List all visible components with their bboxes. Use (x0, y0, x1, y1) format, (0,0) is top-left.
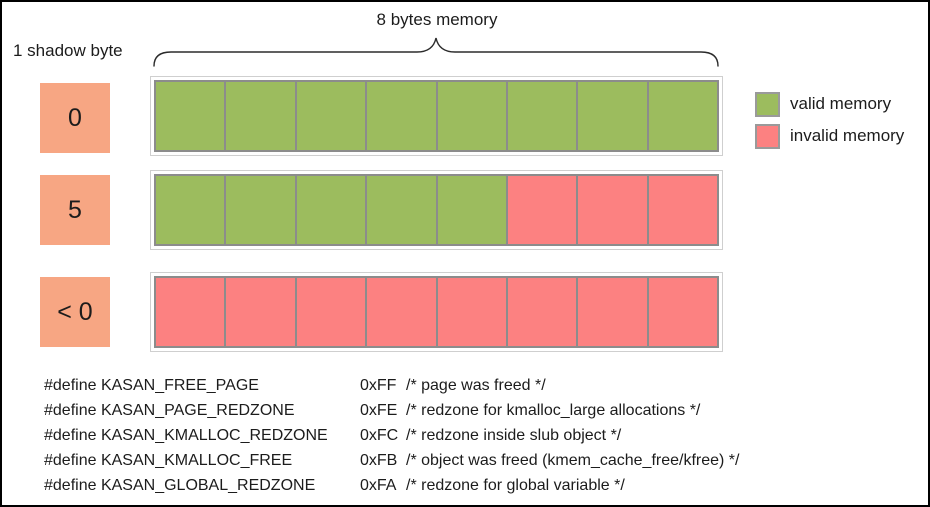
define-value: 0xFC (360, 426, 399, 444)
define-name: #define KASAN_PAGE_REDZONE (44, 402, 360, 420)
legend-swatch-invalid (755, 123, 780, 149)
memory-cell-valid (296, 176, 366, 244)
memory-cell-valid (156, 82, 225, 150)
define-value: 0xFE (360, 401, 398, 419)
memory-cell-invalid (226, 278, 295, 346)
define-comment: /* redzone inside slub object */ (406, 426, 622, 444)
define-name: #define KASAN_KMALLOC_REDZONE (44, 427, 360, 445)
define-line: #define KASAN_FREE_PAGE 0xFF/* page was f… (44, 373, 739, 398)
define-name: #define KASAN_FREE_PAGE (44, 377, 360, 395)
memory-cell-invalid (648, 176, 717, 244)
memory-cell-invalid (507, 278, 577, 346)
memory-bytes-label: 8 bytes memory (376, 10, 498, 29)
legend-item: valid memory (755, 88, 904, 120)
memory-cell-valid (296, 82, 366, 150)
memory-cell-valid (578, 82, 647, 150)
memory-cell-invalid (578, 176, 647, 244)
define-name: #define KASAN_KMALLOC_FREE (44, 452, 360, 470)
legend-swatch-valid (755, 91, 780, 117)
define-value: 0xFB (360, 451, 398, 469)
legend-item: invalid memory (755, 120, 904, 152)
define-macro: KASAN_KMALLOC_REDZONE (100, 426, 328, 444)
define-keyword: #define (44, 451, 97, 469)
defines-block: #define KASAN_FREE_PAGE 0xFF/* page was f… (44, 373, 739, 498)
memory-cell-invalid (156, 278, 225, 346)
memory-cell-invalid (507, 176, 577, 244)
memory-cell-invalid (367, 278, 436, 346)
define-comment: /* redzone for kmalloc_large allocations… (406, 401, 701, 419)
define-comment: /* page was freed */ (406, 376, 546, 394)
memory-row (154, 276, 719, 348)
memory-cell-valid (507, 82, 577, 150)
memory-cell-invalid (578, 278, 647, 346)
define-value: 0xFA (360, 476, 397, 494)
define-line: #define KASAN_KMALLOC_FREE 0xFB/* object … (44, 448, 739, 473)
brace-icon (153, 37, 719, 67)
memory-cell-valid (437, 176, 506, 244)
memory-row (154, 174, 719, 246)
define-macro: KASAN_KMALLOC_FREE (100, 451, 293, 469)
memory-cell-invalid (437, 278, 506, 346)
legend-label: invalid memory (790, 126, 905, 145)
memory-cell-valid (437, 82, 506, 150)
define-comment: /* redzone for global variable */ (406, 476, 625, 494)
memory-cell-valid (226, 82, 295, 150)
memory-cell-valid (648, 82, 717, 150)
define-keyword: #define (44, 401, 97, 419)
define-macro: KASAN_FREE_PAGE (100, 376, 259, 394)
memory-cell-valid (367, 82, 436, 150)
define-macro: KASAN_PAGE_REDZONE (100, 401, 295, 419)
define-line: #define KASAN_KMALLOC_REDZONE 0xFC/* redz… (44, 423, 739, 448)
define-keyword: #define (44, 426, 97, 444)
define-line: #define KASAN_PAGE_REDZONE 0xFE/* redzone… (44, 398, 739, 423)
define-macro: KASAN_GLOBAL_REDZONE (100, 476, 316, 494)
memory-row (154, 80, 719, 152)
memory-cell-invalid (296, 278, 366, 346)
shadow-byte-box: < 0 (40, 277, 110, 347)
define-comment: /* object was freed (kmem_cache_free/kfr… (406, 451, 740, 469)
define-keyword: #define (44, 376, 97, 394)
define-name: #define KASAN_GLOBAL_REDZONE (44, 477, 360, 495)
shadow-byte-label: 1 shadow byte (13, 41, 123, 60)
memory-cell-valid (226, 176, 295, 244)
legend-label: valid memory (790, 94, 892, 113)
define-keyword: #define (44, 476, 97, 494)
define-value: 0xFF (360, 376, 397, 394)
legend: valid memory invalid memory (755, 88, 904, 152)
memory-cell-invalid (648, 278, 717, 346)
shadow-byte-box: 5 (40, 175, 110, 245)
memory-cell-valid (156, 176, 225, 244)
memory-cell-valid (367, 176, 436, 244)
define-line: #define KASAN_GLOBAL_REDZONE 0xFA/* redzo… (44, 473, 739, 498)
shadow-byte-box: 0 (40, 83, 110, 153)
